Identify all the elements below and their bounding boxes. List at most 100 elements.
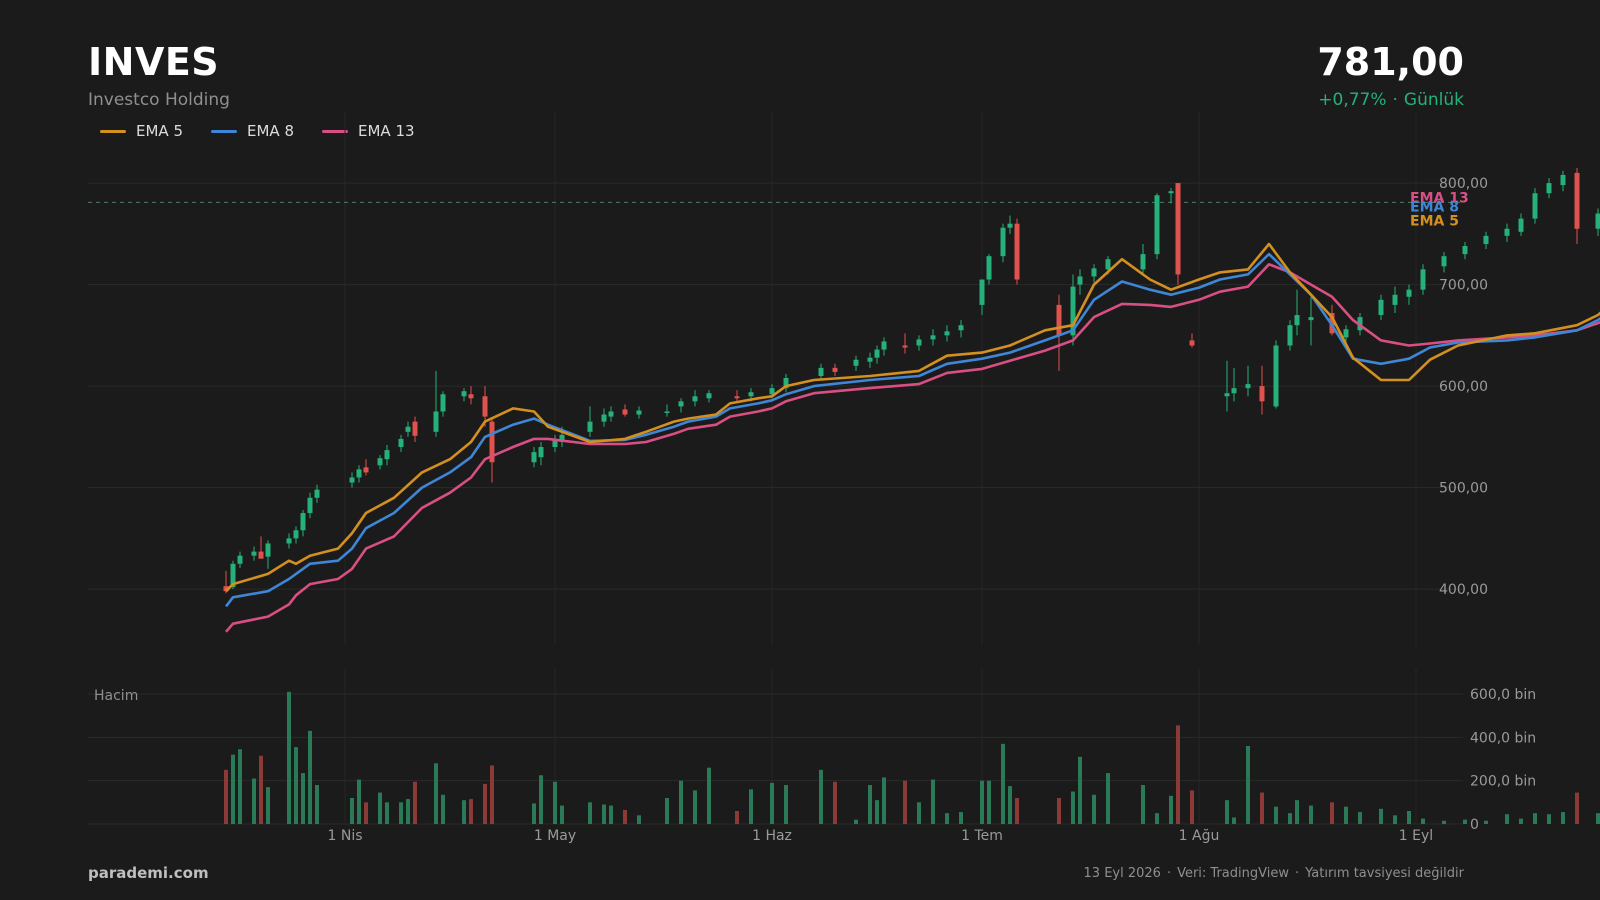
candle-body xyxy=(1273,345,1279,407)
volume-panel-label: Hacim xyxy=(94,688,138,704)
volume-bar xyxy=(1561,812,1565,824)
separator-dot: · xyxy=(1392,90,1398,110)
volume-bar xyxy=(1407,811,1411,824)
candle-body xyxy=(1294,315,1300,326)
ema8-line-swatch xyxy=(211,129,237,133)
ema8-end-label: EMA 8 xyxy=(1410,199,1459,215)
volume-bar xyxy=(917,802,921,824)
volume-bar xyxy=(1533,813,1537,824)
x-tick-label: 1 Nis xyxy=(327,828,362,844)
candle-body xyxy=(286,538,292,544)
price-tick-label: 600,00 xyxy=(1439,379,1488,395)
volume-bar xyxy=(315,785,319,824)
volume-tick-label: 400,0 bin xyxy=(1470,730,1536,746)
volume-bar xyxy=(406,799,410,824)
candle-body xyxy=(265,543,271,557)
candle-body xyxy=(440,394,446,412)
volume-bar xyxy=(1421,818,1425,824)
candle-body xyxy=(356,469,362,478)
candle-body xyxy=(874,349,880,358)
candle-body xyxy=(489,421,495,463)
candle-body xyxy=(1560,174,1566,186)
volume-bar xyxy=(308,730,312,824)
volume-bar xyxy=(385,802,389,824)
ema5-line xyxy=(225,242,1600,593)
candle-body xyxy=(552,438,558,448)
volume-bar xyxy=(770,782,774,824)
candle-body xyxy=(1504,228,1510,236)
volume-bar xyxy=(1071,791,1075,824)
volume-bar xyxy=(980,780,984,824)
chart-legend: EMA 5 EMA 8 EMA 13 xyxy=(100,122,415,140)
volume-bar xyxy=(819,769,823,824)
candle-body xyxy=(1392,294,1398,305)
candle-body xyxy=(1595,213,1600,229)
volume-bar xyxy=(609,805,613,824)
volume-bar xyxy=(875,800,879,824)
volume-bar xyxy=(868,785,872,824)
volume-bar xyxy=(945,813,949,824)
company-name: Investco Holding xyxy=(88,90,230,110)
x-tick-label: 1 Haz xyxy=(752,828,792,844)
legend-ema8-label: EMA 8 xyxy=(247,122,294,140)
candle-body xyxy=(1378,299,1384,316)
footer-info: 13 Eyl 2026 · Veri: TradingView · Yatırım ta… xyxy=(1084,866,1464,881)
candle-body xyxy=(1532,193,1538,219)
volume-bar xyxy=(1106,773,1110,824)
legend-ema13[interactable]: EMA 13 xyxy=(322,122,415,140)
volume-bar xyxy=(1484,820,1488,824)
volume-bar xyxy=(560,805,564,824)
volume-bar xyxy=(1344,806,1348,824)
volume-bar xyxy=(1092,794,1096,824)
candle-body xyxy=(867,357,873,362)
ticker-symbol: INVES xyxy=(88,40,220,84)
volume-bar xyxy=(833,781,837,824)
ema5-line-swatch xyxy=(100,129,126,133)
volume-bar xyxy=(854,819,858,824)
candle-body xyxy=(1105,259,1111,270)
candle-body xyxy=(1000,227,1006,257)
volume-bar xyxy=(238,749,242,824)
candle-body xyxy=(251,551,257,556)
candle-body xyxy=(1259,386,1265,402)
volume-bar xyxy=(532,803,536,824)
candle-body xyxy=(433,411,439,432)
legend-ema5[interactable]: EMA 5 xyxy=(100,122,183,140)
last-price: 781,00 xyxy=(1317,40,1464,84)
price-tick-label: 800,00 xyxy=(1439,176,1488,192)
candle-body xyxy=(1077,276,1083,285)
candle-body xyxy=(1287,325,1293,346)
candle-body xyxy=(678,401,684,407)
volume-bar xyxy=(294,747,298,824)
volume-bar xyxy=(462,800,466,824)
volume-bar xyxy=(784,785,788,824)
candle-body xyxy=(769,388,775,395)
candle-body xyxy=(783,377,789,389)
volume-bar xyxy=(1575,792,1579,824)
footer-disclaimer: Yatırım tavsiyesi değildir xyxy=(1305,866,1464,881)
candle-body xyxy=(1168,191,1174,194)
volume-bar xyxy=(1057,798,1061,824)
candle-body xyxy=(881,341,887,350)
candle-body xyxy=(307,497,313,514)
candle-body xyxy=(853,359,859,366)
candle-body xyxy=(237,555,243,564)
volume-bar xyxy=(1008,786,1012,824)
legend-ema5-label: EMA 5 xyxy=(136,122,183,140)
candle-body xyxy=(1483,235,1489,244)
x-tick-label: 1 Ağu xyxy=(1179,828,1220,844)
volume-tick-label: 200,0 bin xyxy=(1470,774,1536,790)
volume-bar xyxy=(483,783,487,824)
candle-body xyxy=(587,421,593,432)
candle-body xyxy=(1091,268,1097,277)
volume-bar xyxy=(1547,814,1551,824)
footer-source: Veri: TradingView xyxy=(1177,866,1289,881)
volume-bar xyxy=(1176,725,1180,824)
volume-bar xyxy=(266,787,270,824)
legend-ema8[interactable]: EMA 8 xyxy=(211,122,294,140)
ema5-end-label: EMA 5 xyxy=(1410,214,1459,230)
candle-body xyxy=(349,477,355,483)
candle-body xyxy=(1406,289,1412,297)
volume-bar xyxy=(231,754,235,824)
